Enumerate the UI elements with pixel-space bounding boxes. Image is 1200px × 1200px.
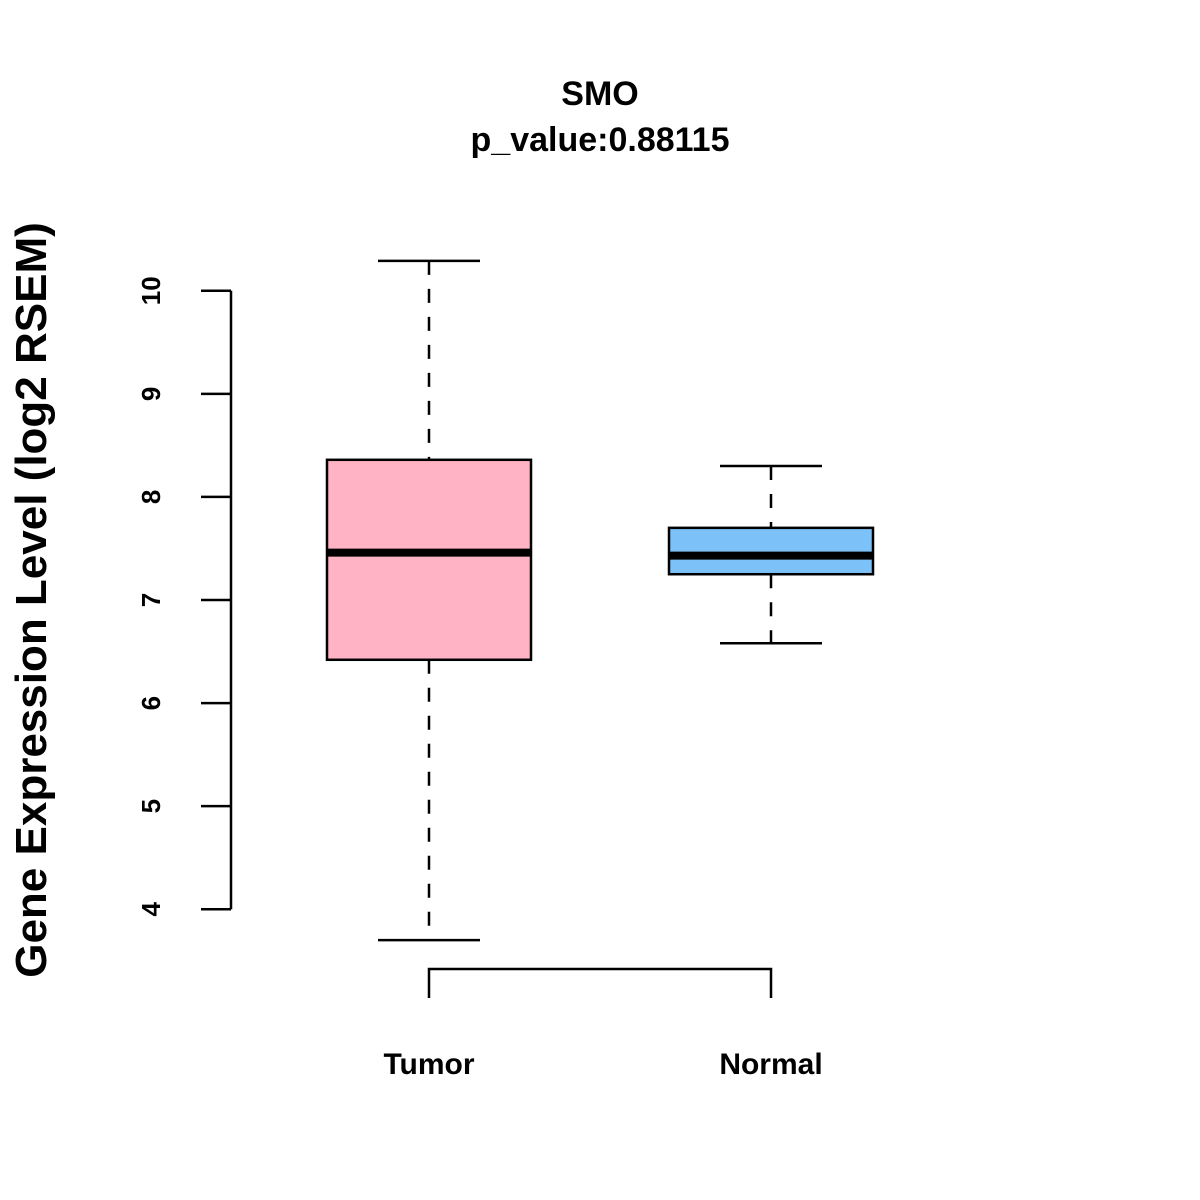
box-plots	[325, 259, 875, 942]
y-tick-label: 5	[136, 799, 166, 813]
y-tick-label: 4	[136, 901, 166, 916]
y-tick-label: 8	[136, 490, 166, 504]
y-axis-title: Gene Expression Level (log2 RSEM)	[7, 222, 56, 978]
box-normal	[667, 464, 875, 645]
x-axis-labels: Tumor Normal	[383, 1048, 822, 1081]
box-tumor	[325, 259, 533, 942]
y-tick-label: 7	[136, 593, 166, 607]
y-tick-label: 10	[136, 276, 166, 305]
chart-subtitle: p_value:0.88115	[471, 121, 730, 159]
x-tick-label: Normal	[719, 1048, 822, 1081]
x-tick-label: Tumor	[383, 1048, 474, 1081]
iqr-box	[325, 458, 533, 662]
y-tick-label: 6	[136, 696, 166, 710]
y-axis: 4 5 6 7 8 9 10	[136, 276, 233, 916]
chart-title: SMO	[561, 75, 638, 113]
y-tick-label: 9	[136, 387, 166, 401]
comparison-bracket	[427, 967, 773, 998]
iqr-box	[667, 526, 875, 576]
bracket-line	[427, 967, 773, 998]
